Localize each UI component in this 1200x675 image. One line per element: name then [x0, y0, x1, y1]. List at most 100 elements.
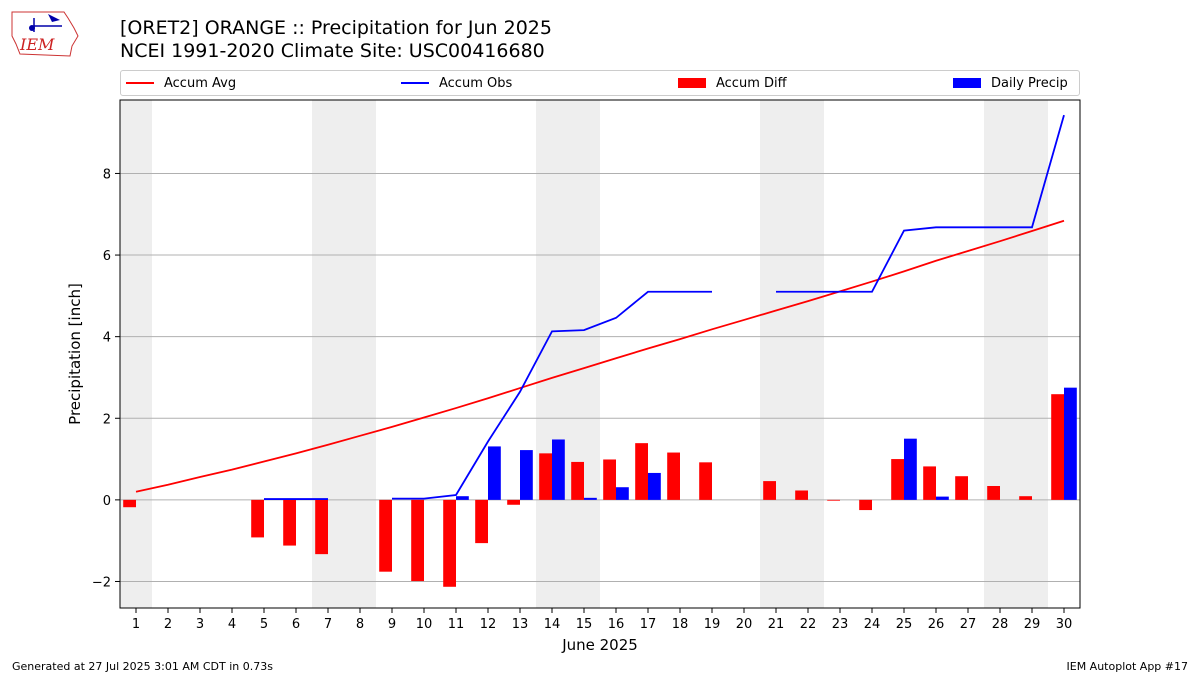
daily-precip-bar-day-17 [648, 472, 661, 500]
x-tick-label-18: 18 [672, 617, 689, 632]
accum-obs-line-segment-2 [392, 290, 712, 500]
accum-diff-bar-day-23 [827, 499, 840, 501]
x-tick-label-11: 11 [448, 617, 465, 632]
daily-precip-bar-day-26 [936, 496, 949, 500]
x-tick-label-1: 1 [132, 617, 140, 632]
grid-lines [120, 172, 1080, 582]
daily-precip-bar-day-12 [488, 446, 501, 500]
x-tick-label-27: 27 [960, 617, 977, 632]
legend-item-accum-diff: Accum Diff [678, 74, 787, 92]
daily-precip-bar-day-25 [904, 438, 917, 500]
weekend-shade-day-8 [344, 100, 376, 608]
weekend-shade-day-15 [568, 100, 600, 608]
legend-swatch-accum-diff [678, 78, 706, 88]
x-tick-label-17: 17 [640, 617, 657, 632]
x-tick-label-26: 26 [928, 617, 945, 632]
legend-label-daily-precip: Daily Precip [991, 75, 1068, 91]
accum-diff-bar-day-6 [283, 499, 296, 546]
accum-obs-line-segment-3 [776, 114, 1065, 293]
x-tick-label-30: 30 [1056, 617, 1073, 632]
bar-marks [123, 387, 1077, 587]
sensor-icon [29, 25, 35, 31]
accum-diff-bar-day-22 [795, 490, 808, 500]
legend-swatch-daily-precip [953, 78, 981, 88]
x-tick-label-8: 8 [356, 617, 364, 632]
app-credit: IEM Autoplot App #17 [1066, 660, 1189, 673]
accum-diff-bar-day-12 [475, 499, 488, 544]
accum-diff-bar-day-24 [859, 499, 872, 511]
x-tick-label-9: 9 [388, 617, 396, 632]
legend-item-accum-avg: Accum Avg [126, 74, 236, 92]
line-marks [135, 114, 1065, 500]
accum-diff-bar-day-19 [699, 462, 712, 500]
accum-diff-bar-day-28 [987, 485, 1000, 500]
weekend-shade-day-22 [792, 100, 824, 608]
generated-timestamp: Generated at 27 Jul 2025 3:01 AM CDT in … [12, 660, 273, 673]
accum-diff-bar-day-26 [923, 466, 936, 500]
weekend-shade-day-28 [984, 100, 1016, 608]
legend-label-accum-diff: Accum Diff [716, 75, 787, 91]
daily-precip-bar-day-13 [520, 450, 533, 500]
legend-label-accum-obs: Accum Obs [439, 75, 513, 91]
x-tick-label-21: 21 [768, 617, 785, 632]
x-tick-label-15: 15 [576, 617, 593, 632]
legend-label-accum-avg: Accum Avg [164, 75, 237, 91]
x-tick-label-6: 6 [292, 617, 300, 632]
legend-swatch-accum-avg [126, 82, 154, 84]
accum-diff-bar-day-21 [763, 481, 776, 500]
x-tick-label-7: 7 [324, 617, 332, 632]
x-tick-label-28: 28 [992, 617, 1009, 632]
accum-diff-bar-day-15 [571, 461, 584, 500]
daily-precip-bar-day-15 [584, 497, 597, 500]
chart-legend: Accum Avg Accum Obs Accum Diff Daily Pre… [120, 70, 1080, 96]
iem-logo: IEM [11, 11, 79, 57]
accum-diff-bar-day-30 [1051, 394, 1064, 500]
weekend-shade-day-21 [760, 100, 792, 608]
y-tick-label-2: 2 [103, 412, 111, 427]
chart-title: [ORET2] ORANGE :: Precipitation for Jun … [120, 17, 552, 39]
y-axis-label: Precipitation [inch] [66, 283, 84, 425]
accum-diff-bar-day-18 [667, 452, 680, 500]
accum-diff-bar-day-14 [539, 453, 552, 500]
weekend-shade-day-1 [120, 100, 152, 608]
wind-vane-icon [48, 14, 60, 22]
weekend-shade-day-14 [536, 100, 568, 608]
logo-text: IEM [19, 35, 55, 54]
x-tick-label-24: 24 [864, 617, 881, 632]
daily-precip-bar-day-30 [1064, 387, 1077, 500]
accum-diff-bar-day-25 [891, 459, 904, 500]
y-tick-label-6: 6 [103, 249, 111, 264]
accum-diff-bar-day-5 [251, 499, 264, 538]
x-tick-label-16: 16 [608, 617, 625, 632]
daily-precip-bar-day-11 [456, 496, 469, 500]
accum-diff-bar-day-13 [507, 499, 520, 505]
legend-swatch-accum-obs [401, 82, 429, 84]
x-tick-label-29: 29 [1024, 617, 1041, 632]
x-tick-label-3: 3 [196, 617, 204, 632]
x-tick-label-4: 4 [228, 617, 236, 632]
plot-frame [119, 99, 1081, 609]
accum-diff-bar-day-7 [315, 499, 328, 555]
x-axis-label: June 2025 [561, 636, 638, 654]
x-tick-label-10: 10 [416, 617, 433, 632]
y-tick-label--2: −2 [92, 575, 111, 590]
y-tick-label-8: 8 [103, 167, 111, 182]
accum-diff-bar-day-29 [1019, 496, 1032, 500]
y-tick-label-0: 0 [103, 494, 111, 509]
daily-precip-bar-day-16 [616, 487, 629, 500]
x-tick-label-12: 12 [480, 617, 497, 632]
legend-item-daily-precip: Daily Precip [953, 74, 1068, 92]
y-tick-label-4: 4 [103, 331, 111, 346]
daily-precip-bar-day-14 [552, 439, 565, 500]
x-tick-label-13: 13 [512, 617, 529, 632]
chart-subtitle: NCEI 1991-2020 Climate Site: USC00416680 [120, 40, 545, 62]
x-tick-label-19: 19 [704, 617, 721, 632]
accum-diff-bar-day-17 [635, 443, 648, 500]
accum-avg-line-segment-1 [135, 219, 1065, 493]
accum-diff-bar-day-1 [123, 499, 136, 508]
x-tick-label-14: 14 [544, 617, 561, 632]
x-tick-label-5: 5 [260, 617, 268, 632]
x-tick-label-22: 22 [800, 617, 817, 632]
